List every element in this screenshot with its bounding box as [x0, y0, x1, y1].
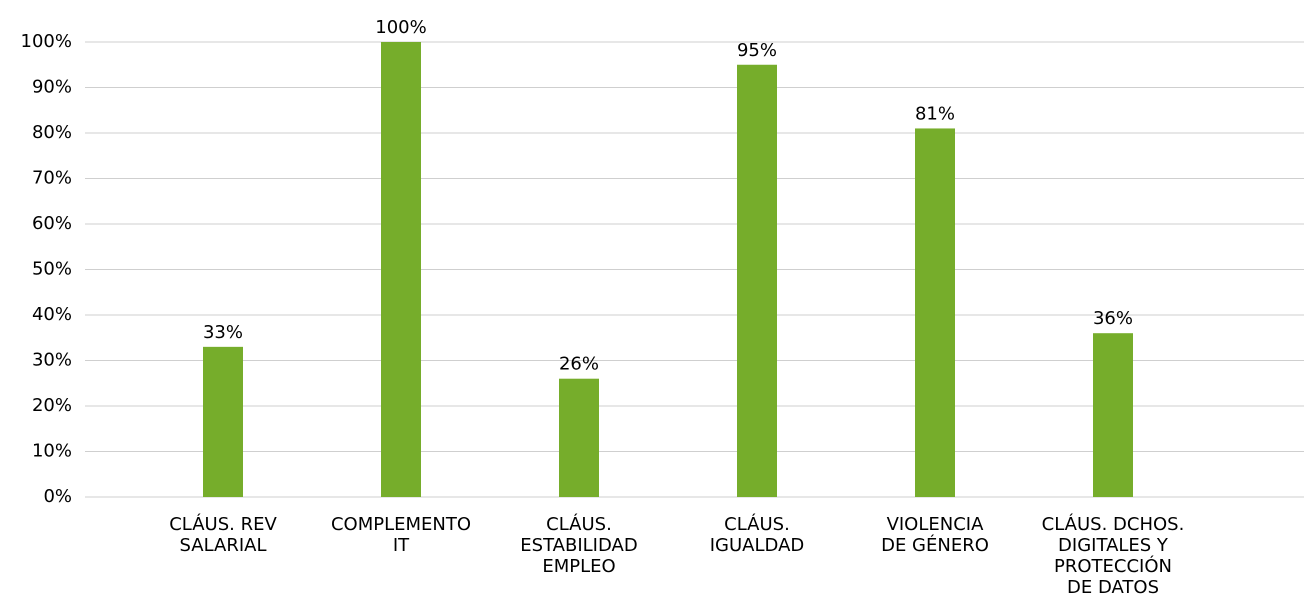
x-tick-label: DIGITALES Y — [1058, 535, 1169, 556]
x-tick-label: VIOLENCIA — [887, 514, 985, 535]
x-tick-label: CLÁUS. — [724, 513, 790, 535]
x-tick-label: ESTABILIDAD — [520, 535, 637, 556]
x-tick-label: CLÁUS. REV — [169, 513, 277, 535]
bar — [559, 378, 599, 497]
y-tick-label: 90% — [32, 77, 72, 98]
data-label: 100% — [375, 17, 426, 38]
x-tick-label: DE DATOS — [1067, 577, 1159, 598]
data-label: 36% — [1093, 308, 1133, 329]
data-label: 33% — [203, 322, 243, 343]
data-label: 95% — [737, 40, 777, 61]
y-tick-label: 20% — [32, 395, 72, 416]
x-tick-label: IGUALDAD — [710, 535, 805, 556]
bar — [915, 128, 955, 497]
y-tick-label: 40% — [32, 304, 72, 325]
data-label: 26% — [559, 354, 599, 375]
x-tick-label: PROTECCIÓN — [1054, 555, 1172, 577]
x-tick-label: DE GÉNERO — [881, 534, 989, 556]
y-tick-label: 100% — [21, 31, 72, 52]
y-tick-label: 50% — [32, 259, 72, 280]
bar — [1093, 333, 1133, 497]
y-tick-label: 80% — [32, 122, 72, 143]
x-tick-label: IT — [393, 535, 410, 556]
y-tick-label: 70% — [32, 168, 72, 189]
x-tick-label: SALARIAL — [180, 535, 267, 556]
x-tick-label: CLÁUS. DCHOS. — [1042, 513, 1185, 535]
x-tick-label: COMPLEMENTO — [331, 514, 471, 535]
x-tick-label: EMPLEO — [542, 556, 615, 577]
y-tick-label: 30% — [32, 350, 72, 371]
y-tick-label: 60% — [32, 213, 72, 234]
bar — [203, 346, 243, 497]
data-label: 81% — [915, 103, 955, 124]
bar — [381, 42, 421, 497]
y-tick-label: 0% — [43, 486, 72, 507]
bar — [737, 64, 777, 497]
y-tick-label: 10% — [32, 441, 72, 462]
x-tick-label: CLÁUS. — [546, 513, 612, 535]
